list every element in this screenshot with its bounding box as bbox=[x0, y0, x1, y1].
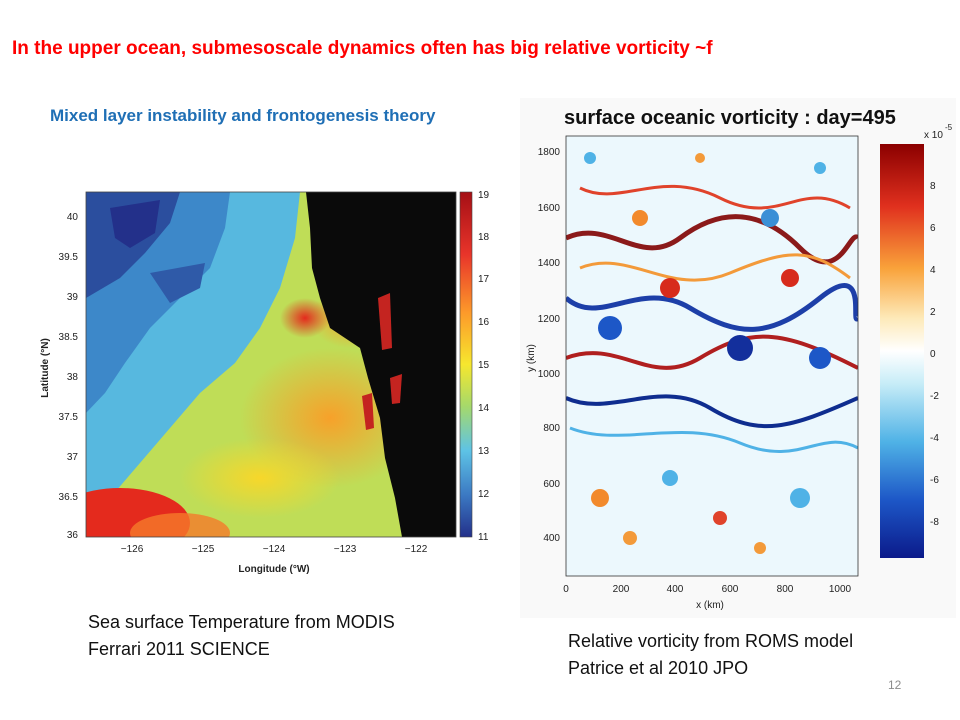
sst-y-tick: 36 bbox=[67, 530, 79, 541]
vorticity-field bbox=[566, 136, 858, 576]
vorticity-y-tick-labels: 1800 1600 1400 1200 1000 800 600 400 bbox=[538, 147, 561, 544]
sst-x-tick-labels: −126 −125 −124 −123 −122 bbox=[121, 544, 428, 555]
sst-colorbar-tick: 13 bbox=[478, 446, 490, 457]
vorticity-colorbar-tick-labels: 8 6 4 2 0 -2 -4 -6 -8 bbox=[930, 181, 939, 528]
sst-x-tick: −125 bbox=[192, 544, 215, 555]
sst-y-tick: 40 bbox=[67, 212, 79, 223]
vorticity-x-tick: 1000 bbox=[829, 584, 852, 595]
vorticity-x-tick: 600 bbox=[722, 584, 739, 595]
sst-map-figure: 40 39.5 39 38.5 38 37.5 37 36.5 36 −126 … bbox=[40, 190, 490, 575]
sst-y-tick: 37 bbox=[67, 452, 79, 463]
svg-text:x 10: x 10 bbox=[924, 130, 943, 141]
vorticity-y-axis-label: y (km) bbox=[526, 344, 537, 372]
vorticity-y-tick: 400 bbox=[543, 533, 560, 544]
vorticity-x-tick: 0 bbox=[563, 584, 569, 595]
sst-x-tick: −122 bbox=[405, 544, 428, 555]
sst-y-tick-labels: 40 39.5 39 38.5 38 37.5 37 36.5 36 bbox=[59, 212, 79, 541]
vorticity-colorbar-tick: 4 bbox=[930, 265, 936, 276]
sst-colorbar-tick: 12 bbox=[478, 489, 490, 500]
vorticity-colorbar-tick: -8 bbox=[930, 517, 939, 528]
vorticity-x-tick: 200 bbox=[613, 584, 630, 595]
sst-colorbar-tick: 14 bbox=[478, 403, 490, 414]
vorticity-colorbar-tick: -2 bbox=[930, 391, 939, 402]
vorticity-y-tick: 1000 bbox=[538, 369, 561, 380]
sst-y-tick: 37.5 bbox=[59, 412, 79, 423]
vorticity-y-tick: 1800 bbox=[538, 147, 561, 158]
sst-map-area bbox=[86, 192, 456, 537]
vorticity-caption-line: Relative vorticity from ROMS model bbox=[568, 631, 854, 651]
sst-y-tick: 38 bbox=[67, 372, 79, 383]
sst-x-tick: −123 bbox=[334, 544, 357, 555]
sst-colorbar-tick: 11 bbox=[478, 532, 489, 543]
vorticity-colorbar-tick: 8 bbox=[930, 181, 936, 192]
sst-x-tick: −126 bbox=[121, 544, 144, 555]
sst-colorbar-tick-labels: 19 18 17 16 15 14 13 12 11 bbox=[478, 190, 490, 543]
vorticity-colorbar-tick: 6 bbox=[930, 223, 936, 234]
vorticity-y-tick: 1600 bbox=[538, 203, 561, 214]
sst-y-tick: 38.5 bbox=[59, 332, 79, 343]
sst-y-tick: 39.5 bbox=[59, 252, 79, 263]
vorticity-y-tick: 600 bbox=[543, 479, 560, 490]
vorticity-colorbar-tick: -4 bbox=[930, 433, 939, 444]
vorticity-y-tick: 1400 bbox=[538, 258, 561, 269]
sst-colorbar-tick: 18 bbox=[478, 232, 490, 243]
vorticity-colorbar-tick: 2 bbox=[930, 307, 936, 318]
vorticity-figure-caption: Relative vorticity from ROMS model Patri… bbox=[568, 628, 853, 682]
vorticity-x-tick-labels: 0 200 400 600 800 1000 bbox=[563, 584, 851, 595]
sst-y-tick: 36.5 bbox=[59, 492, 79, 503]
page-number: 12 bbox=[888, 678, 902, 692]
sst-y-tick: 39 bbox=[67, 292, 79, 303]
vorticity-colorbar-tick: 0 bbox=[930, 349, 936, 360]
vorticity-colorbar-exponent: x 10 -5 bbox=[924, 123, 953, 141]
slide-subtitle: Mixed layer instability and frontogenesi… bbox=[50, 106, 436, 125]
sst-caption-line: Sea surface Temperature from MODIS bbox=[88, 612, 395, 632]
sst-caption-source: Ferrari 2011 SCIENCE bbox=[88, 639, 270, 659]
sst-colorbar-tick: 17 bbox=[478, 274, 490, 285]
svg-text:-5: -5 bbox=[945, 123, 953, 132]
vorticity-colorbar bbox=[880, 144, 924, 558]
sst-colorbar-tick: 19 bbox=[478, 190, 490, 201]
vorticity-figure: surface oceanic vorticity : day=495 1800… bbox=[520, 98, 956, 618]
vorticity-y-tick: 1200 bbox=[538, 314, 561, 325]
vorticity-x-axis-label: x (km) bbox=[696, 600, 724, 611]
sst-colorbar-tick: 16 bbox=[478, 317, 490, 328]
vorticity-colorbar-tick: -6 bbox=[930, 475, 939, 486]
sst-x-tick: −124 bbox=[263, 544, 286, 555]
vorticity-x-tick: 400 bbox=[667, 584, 684, 595]
slide-title: In the upper ocean, submesoscale dynamic… bbox=[12, 38, 713, 59]
vorticity-y-tick: 800 bbox=[543, 423, 560, 434]
sst-colorbar-tick: 15 bbox=[478, 360, 490, 371]
sst-x-axis-label: Longitude (°W) bbox=[238, 564, 309, 575]
sst-figure-caption: Sea surface Temperature from MODIS Ferra… bbox=[88, 609, 395, 663]
vorticity-figure-title: surface oceanic vorticity : day=495 bbox=[564, 107, 896, 129]
sst-y-axis-label: Latitude (°N) bbox=[40, 338, 51, 398]
sst-colorbar bbox=[459, 191, 473, 538]
vorticity-x-tick: 800 bbox=[777, 584, 794, 595]
vorticity-caption-source: Patrice et al 2010 JPO bbox=[568, 658, 749, 678]
